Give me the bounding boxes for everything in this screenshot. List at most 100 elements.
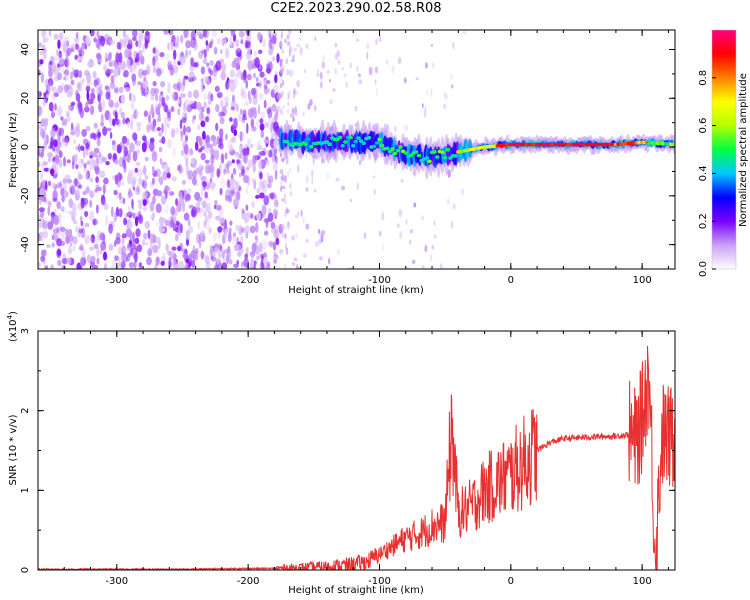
spectrogram-noise-cell [129,92,132,102]
spectrogram-noise-cell [122,30,127,38]
spectrogram-noise-cell [171,91,177,101]
spectrogram-noise-cell [212,231,217,242]
spectrogram-noise-cell [117,262,122,269]
spectrogram-noise-cell [190,57,195,67]
spectrogram-noise-cell [421,264,425,269]
spectrogram-noise-cell [321,158,325,164]
spectrogram-noise-cell [63,76,67,81]
spectrogram-noise-cell [243,153,248,164]
spectrogram-noise-cell [273,84,279,94]
spectrogram-noise-cell [198,163,202,170]
spectrogram-noise-cell [224,101,229,108]
spectrogram-noise-cell [235,224,239,231]
spectrogram-noise-cell [48,67,53,78]
spectrogram-noise-cell [56,105,63,116]
spectrogram-noise-cell [38,70,41,75]
spectrogram-noise-cell [229,69,235,78]
spectrogram-noise-cell [51,182,56,188]
spectrogram-noise-cell [231,159,235,164]
spectrogram-noise-cell [415,77,420,81]
spectrogram-noise-cell [60,240,66,246]
spectrogram-noise-cell [38,105,43,116]
spectrogram-noise-cell [74,54,78,60]
spectrogram-noise-cell [280,176,283,180]
spectrogram-noise-cell [375,38,378,46]
spectrogram-noise-cell [180,223,183,234]
spectrogram-noise-cell [41,30,47,38]
spectrogram-noise-cell [95,39,100,49]
spectrogram-noise-cell [159,216,164,225]
spectrogram-noise-cell [273,229,279,239]
colorbar-frame [711,29,737,270]
colorbar-tick-label: 0.2 [698,213,709,229]
colorbar-tick-label: 0.0 [698,261,709,277]
spectrogram-noise-cell [274,74,278,84]
spectrogram-noise-cell [43,161,49,166]
spectrogram-noise-cell [84,222,90,228]
spectrogram-noise-cell [335,177,340,182]
spectrogram-noise-cell [85,36,91,46]
spectrogram-noise-cell [62,42,67,53]
spectrogram-noise-cell [266,79,271,85]
spectrogram-noise-cell [263,86,269,95]
spectrogram-noise-cell [79,257,85,268]
spectrogram-noise-cell [200,66,206,75]
spectrogram-noise-cell [166,122,170,129]
spectrogram-noise-cell [289,113,293,118]
spectrogram-noise-cell [41,218,45,228]
spectrogram-ridge-core [385,146,390,151]
spectrogram-noise-cell [94,235,101,244]
spectrogram-noise-cell [450,73,453,81]
spectrogram-noise-cell [177,60,181,66]
spectrogram-noise-cell [176,81,181,92]
spectrogram-noise-cell [223,168,227,175]
spectrogram-noise-cell [190,208,196,218]
spectrogram-noise-cell [450,220,454,229]
spectrogram-noise-cell [175,233,179,242]
spectrogram-noise-cell [273,258,277,264]
spectrogram-noise-cell [135,228,141,238]
spectrogram-noise-cell [185,40,191,49]
spectrogram-noise-cell [62,36,69,45]
spectrogram-noise-cell [114,111,118,122]
spectrogram-noise-cell [405,219,408,226]
spectrogram-noise-cell [122,154,126,165]
spectrogram-noise-cell [286,41,291,46]
spectrogram-noise-cell [64,58,69,66]
spectrogram-ytick-label: 40 [20,43,31,56]
spectrogram-noise-cell [89,199,93,208]
spectrogram-noise-cell [143,76,147,82]
spectrogram-noise-cell [113,189,118,196]
spectrogram-noise-cell [124,87,130,92]
spectrogram-noise-cell [268,240,274,247]
spectrogram-noise-cell [159,158,163,165]
spectrogram-noise-cell [198,169,203,176]
spectrogram-noise-cell [284,263,287,269]
spectrogram-noise-cell [132,30,138,38]
spectrogram-noise-cell [155,93,159,102]
spectrogram-noise-cell [62,156,67,167]
spectrogram-noise-cell [207,210,213,219]
spectrogram-noise-cell [159,228,166,233]
spectrogram-noise-cell [188,148,194,156]
spectrogram-noise-cell [235,151,239,156]
spectrogram-noise-cell [398,208,403,218]
spectrogram-noise-cell [280,177,285,182]
spectrogram-noise-cell [195,101,202,111]
colorbar-tick-label: 0.4 [698,165,709,181]
spectrogram-noise-cell [177,98,181,104]
spectrogram-noise-cell [210,181,214,187]
spectrogram-noise-cell [46,84,51,95]
spectrogram-noise-cell [259,172,263,180]
spectrogram-noise-cell [99,83,103,93]
spectrogram-noise-cell [131,179,136,191]
spectrogram-noise-cell [150,104,154,115]
spectrogram-noise-cell [127,193,132,200]
spectrogram-noise-cell [75,146,80,151]
spectrogram-noise-cell [196,207,201,213]
spectrogram-noise-cell [108,61,113,67]
spectrogram-noise-cell [49,60,53,66]
spectrogram-noise-cell [131,231,135,243]
spectrogram-noise-cell [219,128,224,138]
spectrogram-noise-cell [50,264,55,269]
